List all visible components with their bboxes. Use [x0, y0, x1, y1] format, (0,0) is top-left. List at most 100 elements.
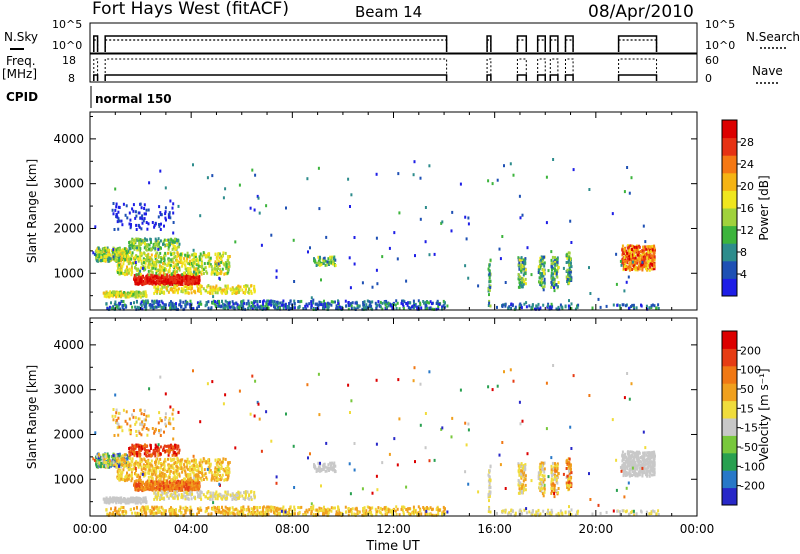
- scatter-cell: [220, 467, 223, 470]
- scatter-cell: [135, 473, 138, 477]
- scatter-cell: [643, 258, 646, 262]
- scatter-cell: [151, 271, 154, 275]
- scatter-cell: [307, 250, 309, 254]
- scatter-cell: [167, 262, 170, 266]
- scatter-cell: [203, 262, 206, 266]
- scatter-cell: [535, 307, 537, 311]
- scatter-cell: [566, 280, 569, 283]
- scatter-cell: [161, 256, 164, 260]
- scatter-cell: [217, 458, 220, 461]
- scatter-cell: [170, 466, 173, 469]
- scatter-cell: [160, 486, 163, 490]
- scatter-cell: [244, 284, 247, 288]
- scatter-cell: [182, 300, 185, 304]
- scatter-cell: [127, 295, 130, 299]
- scatter-cell: [119, 266, 122, 270]
- scatter-cell: [237, 284, 240, 288]
- scatter-cell: [402, 306, 405, 310]
- scatter-cell: [172, 231, 175, 235]
- scatter-cell: [245, 302, 248, 306]
- scatter-cell: [247, 299, 250, 303]
- scatter-cell: [182, 307, 185, 311]
- scatter-cell: [650, 254, 653, 258]
- scatter-cell: [162, 290, 165, 294]
- scatter-cell: [205, 301, 208, 304]
- scatter-cell: [214, 300, 217, 304]
- scatter-cell: [98, 248, 101, 252]
- scatter-cell: [178, 303, 181, 307]
- scatter-cell: [330, 300, 333, 304]
- scatter-cell: [183, 465, 186, 469]
- scatter-cell: [123, 303, 126, 307]
- scatter-cell: [195, 272, 198, 276]
- scatter-cell: [437, 302, 440, 306]
- scatter-cell: [143, 305, 146, 309]
- scatter-cell: [214, 492, 217, 496]
- scatter-cell: [139, 456, 142, 460]
- scatter-cell: [226, 496, 229, 500]
- scatter-cell: [153, 245, 156, 249]
- scatter-cell: [112, 202, 115, 205]
- scatter-cell: [101, 250, 104, 254]
- scatter-cell: [213, 264, 216, 268]
- scatter-cell: [148, 266, 151, 270]
- scatter-cell: [640, 303, 642, 307]
- scatter-cell: [424, 206, 427, 209]
- scatter-cell: [152, 485, 155, 489]
- scatter-cell: [171, 257, 174, 261]
- scatter-cell: [375, 236, 378, 240]
- scatter-cell: [117, 205, 120, 209]
- scatter-cell: [184, 495, 187, 499]
- scatter-cell: [185, 483, 188, 487]
- scatter-cell: [165, 280, 168, 284]
- scatter-cell: [171, 486, 174, 490]
- scatter-cell: [126, 459, 129, 463]
- scatter-cell: [174, 255, 177, 258]
- scatter-cell: [364, 305, 367, 309]
- scatter-cell: [145, 302, 147, 306]
- scatter-cell: [170, 487, 173, 490]
- scatter-cell: [171, 247, 174, 251]
- sky-count-segment: [564, 35, 574, 52]
- sky-count-segment: [617, 35, 658, 52]
- scatter-cell: [216, 262, 219, 265]
- scatter-cell: [207, 300, 210, 304]
- scatter-cell: [141, 282, 144, 286]
- scatter-cell: [106, 498, 109, 502]
- scatter-cell: [144, 290, 147, 294]
- scatter-cell: [159, 260, 162, 264]
- scatter-cell: [109, 290, 112, 294]
- scatter-cell: [555, 283, 558, 286]
- scatter-cell: [113, 454, 116, 458]
- scatter-cell: [163, 460, 166, 464]
- scatter-cell: [142, 282, 145, 286]
- scatter-cell: [197, 478, 199, 482]
- scatter-cell: [131, 207, 134, 211]
- scatter-cell: [611, 212, 614, 216]
- scatter-cell: [207, 490, 210, 493]
- scatter-cell: [104, 455, 107, 459]
- scatter-cell: [211, 474, 214, 478]
- scatter-cell: [383, 300, 386, 304]
- scatter-cell: [250, 490, 253, 494]
- scatter-cell: [126, 465, 129, 469]
- scatter-cell: [642, 263, 645, 266]
- scatter-cell: [159, 277, 162, 281]
- scatter-cell: [167, 215, 170, 219]
- scatter-cell: [193, 282, 196, 286]
- scatter-cell: [180, 305, 182, 309]
- scatter-cell: [122, 468, 125, 472]
- scatter-cell: [186, 463, 189, 467]
- scatter-cell: [144, 281, 147, 285]
- scatter-cell: [197, 277, 200, 280]
- scatter-cell: [630, 176, 633, 180]
- scatter-cell: [650, 304, 653, 308]
- scatter-cell: [306, 304, 309, 308]
- scatter-cell: [624, 262, 627, 266]
- scatter-cell: [163, 463, 166, 467]
- freq-segment: [564, 74, 574, 81]
- scatter-cell: [103, 456, 106, 460]
- scatter-cell: [257, 196, 260, 200]
- scatter-cell: [227, 266, 230, 269]
- scatter-cell: [98, 461, 101, 465]
